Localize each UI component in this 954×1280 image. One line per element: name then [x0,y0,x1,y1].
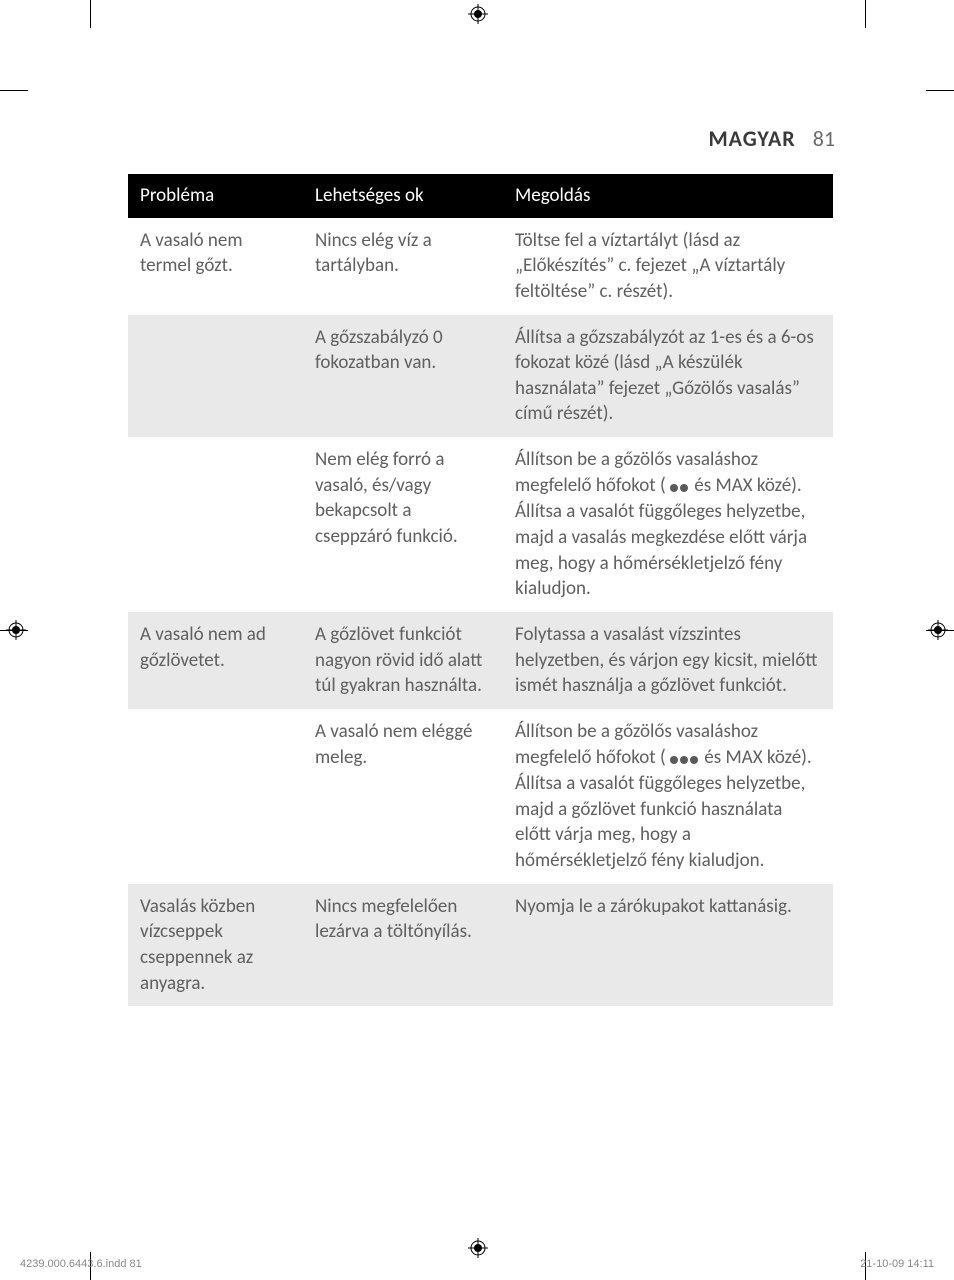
page-number: 81 [813,125,835,152]
cell-cause: A gőzlövet funkciót nagyon rövid idő ala… [303,612,503,709]
cell-problem [128,437,303,612]
cell-cause: Nincs elég víz a tartályban. [303,218,503,315]
cell-cause: A vasaló nem eléggé meleg. [303,709,503,884]
cell-cause: Nincs megfelelően lezárva a töltőnyílás. [303,884,503,1007]
col-header-problem: Probléma [128,174,303,218]
registration-mark-icon [468,1238,488,1258]
cell-solution: Nyomja le a zárókupakot kattanásig. [503,884,833,1007]
cell-cause: Nem elég forró a vasaló, és/vagy bekapcs… [303,437,503,612]
registration-mark-icon [468,4,488,24]
footer-filename: 4239.000.6443.6.indd 81 [20,1258,142,1270]
table-row: A gőzszabályzó 0 fokozatban van. Állítsa… [128,315,833,438]
table-header-row: Probléma Lehetséges ok Megoldás [128,174,833,218]
cell-solution: Folytassa a vasalást vízszintes helyzetb… [503,612,833,709]
table-row: A vasaló nem eléggé meleg. Állítson be a… [128,709,833,884]
cell-cause: A gőzszabályzó 0 fokozatban van. [303,315,503,438]
cell-problem: A vasaló nem termel gőzt. [128,218,303,315]
cell-problem [128,315,303,438]
table-row: Vasalás közben vízcseppek cseppennek az … [128,884,833,1007]
cell-problem: A vasaló nem ad gőzlövetet. [128,612,303,709]
cell-problem: Vasalás közben vízcseppek cseppennek az … [128,884,303,1007]
footer-timestamp: 21-10-09 14:11 [860,1258,934,1270]
crop-mark [0,90,28,91]
cell-solution: Állítsa a gőzszabályzót az 1-es és a 6-o… [503,315,833,438]
registration-mark-icon [6,620,26,640]
page-content: MAGYAR 81 Probléma Lehetséges ok Megoldá… [90,35,865,1225]
col-header-solution: Megoldás [503,174,833,218]
crop-mark [90,0,91,28]
table-row: A vasaló nem termel gőzt. Nincs elég víz… [128,218,833,315]
crop-mark [926,90,954,91]
cell-solution: Töltse fel a víztartályt (lásd az „Előké… [503,218,833,315]
table-row: A vasaló nem ad gőzlövetet. A gőzlövet f… [128,612,833,709]
heat-dots-icon [670,746,700,772]
col-header-cause: Lehetséges ok [303,174,503,218]
page-header: MAGYAR 81 [90,125,865,152]
heat-dots-icon [670,474,690,500]
table-row: Nem elég forró a vasaló, és/vagy bekapcs… [128,437,833,612]
troubleshooting-table: Probléma Lehetséges ok Megoldás A vasaló… [128,174,833,1006]
cell-solution: Állítson be a gőzölős vasaláshoz megfele… [503,437,833,612]
cell-problem [128,709,303,884]
registration-mark-icon [928,620,948,640]
cell-solution: Állítson be a gőzölős vasaláshoz megfele… [503,709,833,884]
language-label: MAGYAR [708,125,795,152]
print-footer: 4239.000.6443.6.indd 81 21-10-09 14:11 [20,1258,934,1270]
crop-mark [865,0,866,28]
